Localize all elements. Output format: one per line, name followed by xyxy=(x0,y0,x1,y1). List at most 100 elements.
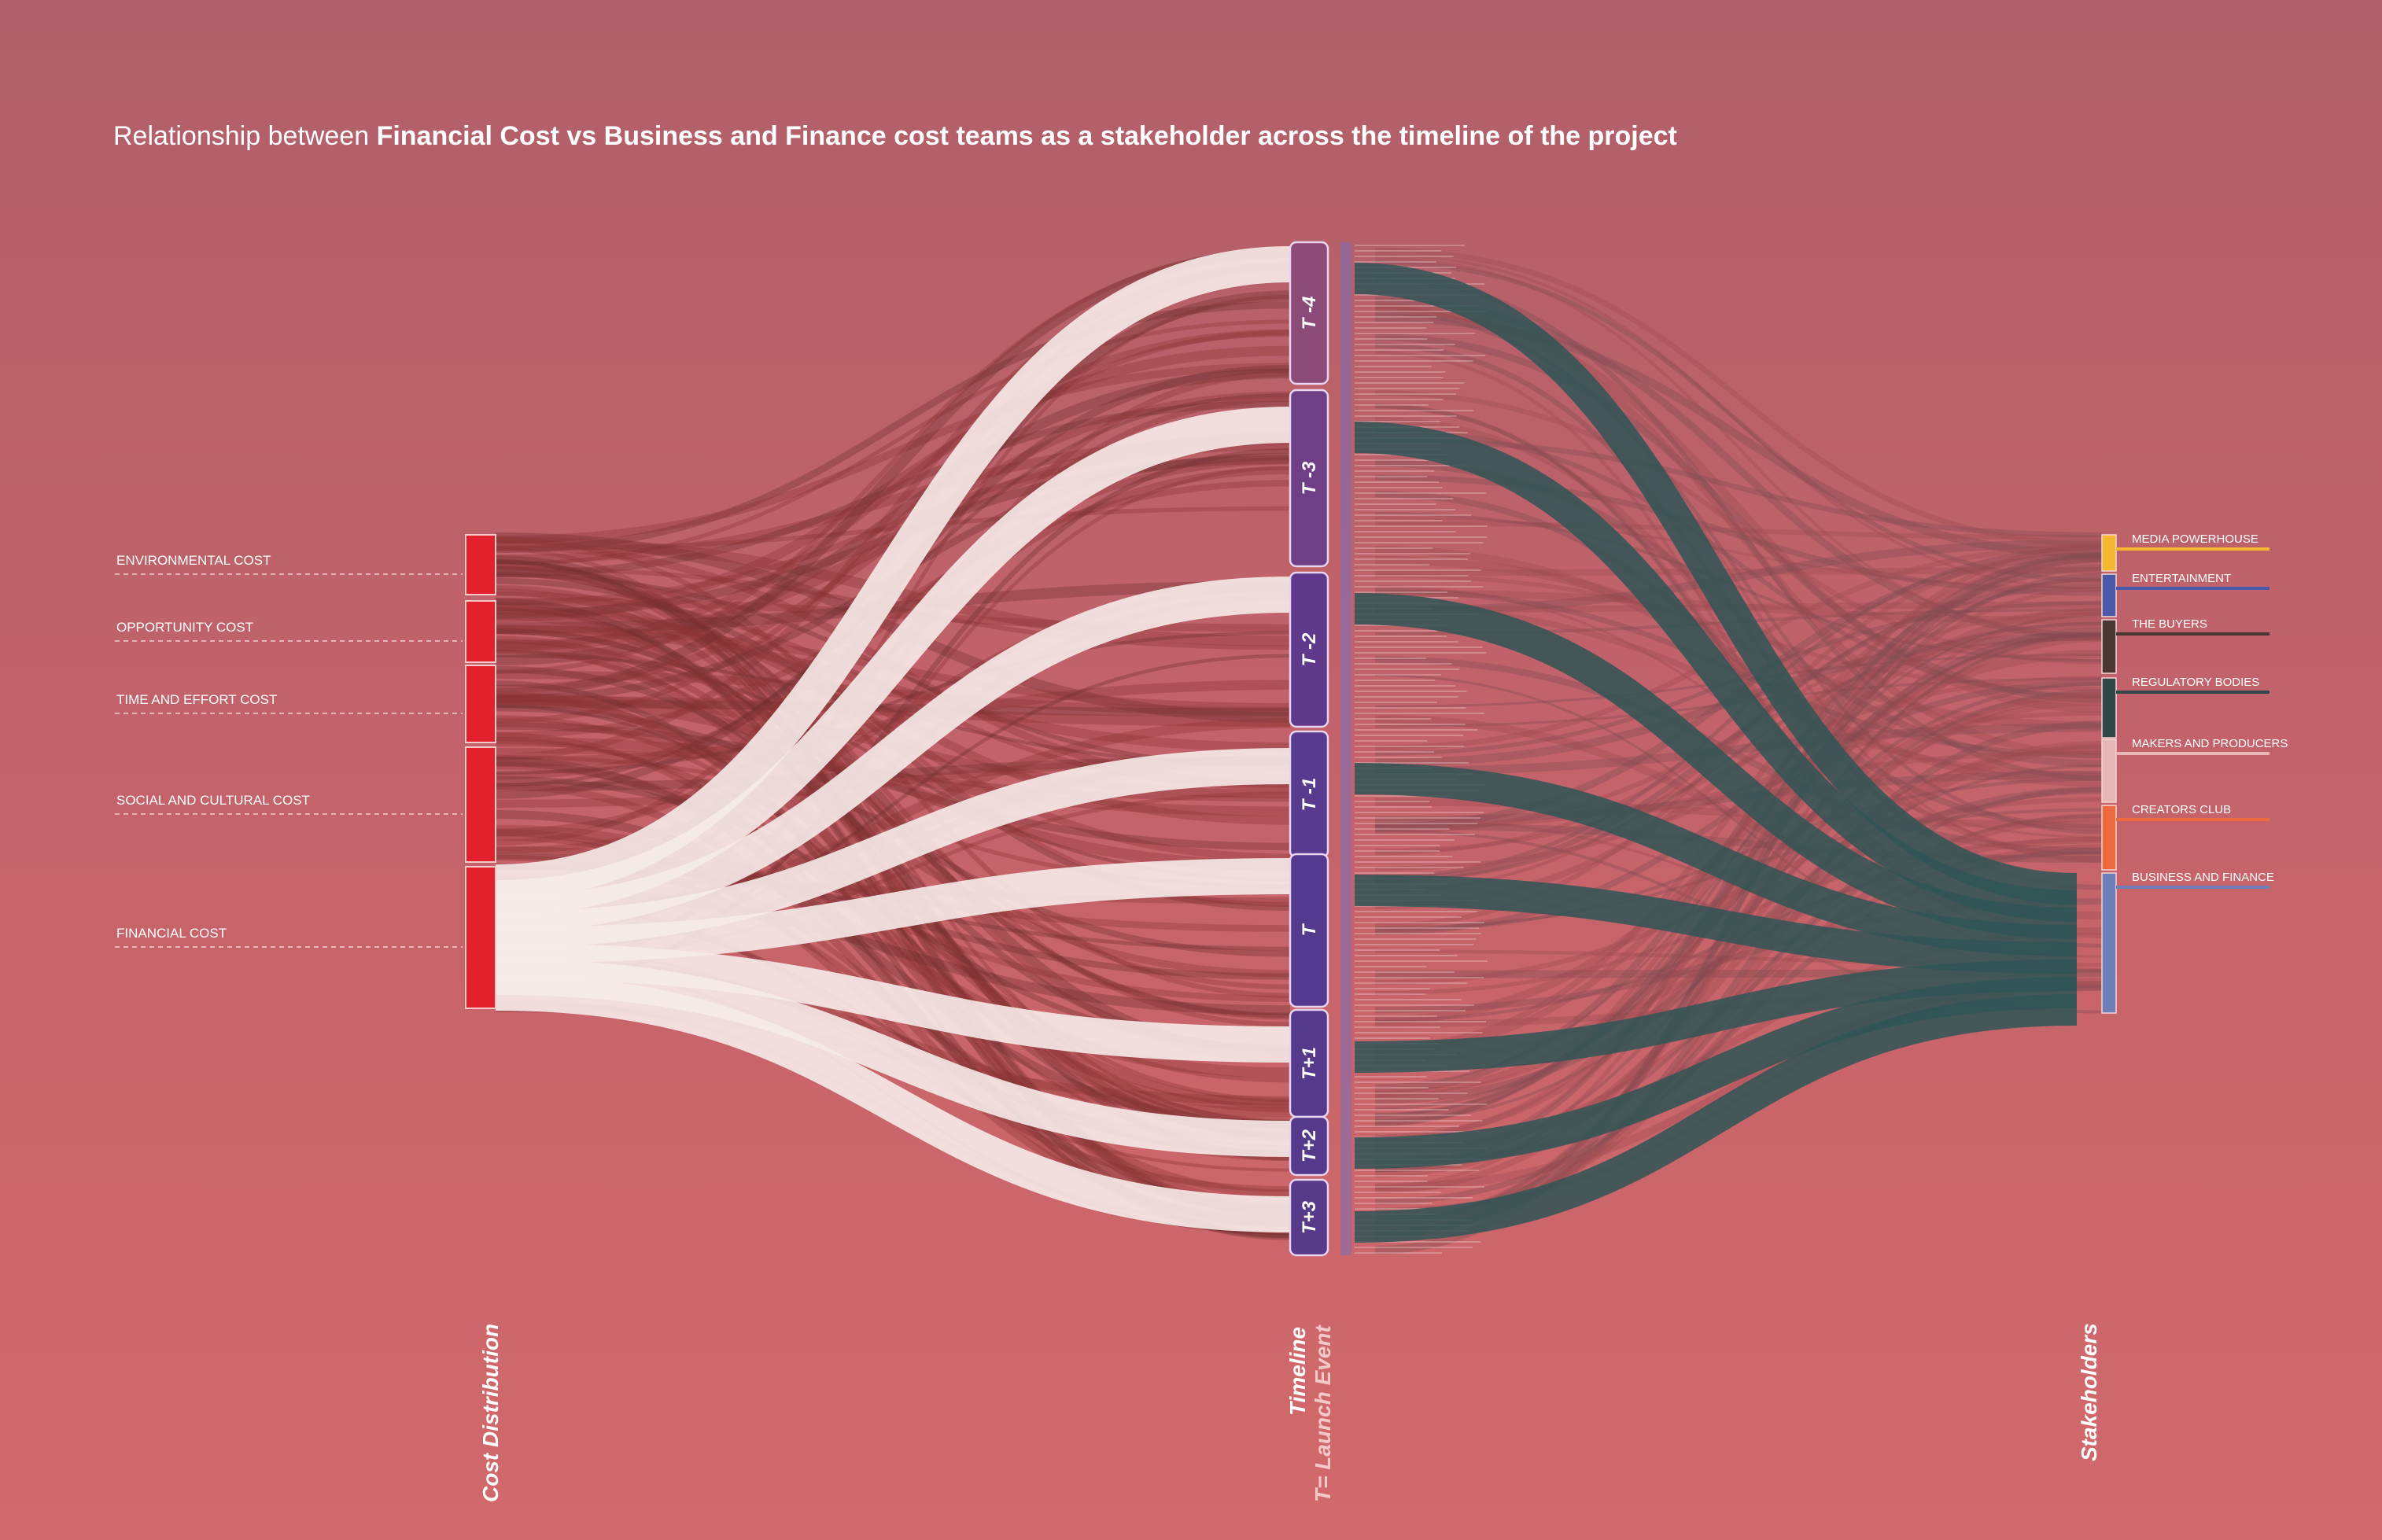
highlight-flow-t-4-business-finance xyxy=(1354,263,2078,904)
flow-cost-2-time-0 xyxy=(495,249,1291,675)
flow-cost-1-time-5 xyxy=(495,650,1291,1103)
flow-cost-2-time-0 xyxy=(495,330,1291,724)
timeline-node-tminus4 xyxy=(1289,241,1329,385)
flow-time-0-stake-2 xyxy=(1374,256,2103,639)
flow-cost-0-time-2 xyxy=(495,566,1291,650)
node-financial-cost xyxy=(465,866,496,1009)
timeline-label-tminus3: T -3 xyxy=(1299,461,1320,495)
highlight-flow-financial-t-1 xyxy=(495,943,1291,1063)
cost-nodes: ENVIRONMENTAL COST OPPORTUNITY COST TIME A… xyxy=(115,534,496,1009)
highlight-flow-financial-t-2 xyxy=(495,577,1291,932)
title-prefix: Relationship between xyxy=(113,121,377,151)
flow-time-1-stake-2 xyxy=(1374,512,2103,662)
column-label-timeline: Timeline xyxy=(1285,1326,1310,1416)
timeline-label-tminus2: T -2 xyxy=(1299,632,1320,666)
flow-time-4-stake-1 xyxy=(1374,583,2103,882)
flow-cost-0-time-7 xyxy=(495,559,1291,1218)
column-label-cost-distribution: Cost Distribution xyxy=(478,1323,503,1502)
label-time-and-effort-cost: TIME AND EFFORT COST xyxy=(116,692,277,707)
node-social-and-cultural-cost xyxy=(465,746,496,863)
flow-cost-0-time-5 xyxy=(495,571,1291,1027)
highlight-flow-financial-t-3 xyxy=(495,974,1291,1232)
flow-time-2-stake-5 xyxy=(1374,656,2103,855)
stakeholder-label-creators-club: CREATORS CLUB xyxy=(2132,803,2231,816)
business-finance-flows xyxy=(1354,263,2078,1243)
flow-cost-3-time-2 xyxy=(495,680,1291,767)
flow-cost-1-time-5 xyxy=(495,628,1291,1020)
flow-time-4-stake-4 xyxy=(1374,797,2103,986)
node-time-and-effort-cost xyxy=(465,665,496,743)
flow-time-2-stake-0 xyxy=(1374,539,2103,615)
highlight-flow-financial-t-1 xyxy=(495,748,1291,948)
flow-time-0-stake-1 xyxy=(1374,253,2103,591)
highlight-flow-financial-t-2 xyxy=(495,959,1291,1157)
flow-time-4-stake-2 xyxy=(1374,621,2103,883)
flow-cost-1-time-3 xyxy=(495,606,1291,825)
highlight-flow-t-1-business-finance xyxy=(1354,763,2078,956)
flow-cost-2-time-4 xyxy=(495,694,1291,871)
flow-cost-1-time-0 xyxy=(495,329,1291,651)
stakeholder-label-makers-and-producers: MAKERS AND PRODUCERS xyxy=(2132,737,2288,750)
flow-cost-1-time-2 xyxy=(495,580,1291,634)
stakeholder-node-creators-club xyxy=(2101,805,2117,871)
flow-time-5-stake-4 xyxy=(1374,786,2103,1104)
flow-cost-0-time-1 xyxy=(495,506,1291,551)
timeline-node-tplus2 xyxy=(1289,1115,1329,1177)
column-label-stakeholders: Stakeholders xyxy=(2077,1323,2101,1461)
highlight-flow-t-1-business-finance xyxy=(1354,960,2078,1073)
highlight-flow-t-2-business-finance xyxy=(1354,593,2078,939)
flow-cost-2-time-1 xyxy=(495,480,1291,739)
timeline-label-t: T xyxy=(1299,923,1320,936)
timeline-node-tminus2 xyxy=(1289,571,1329,728)
flow-cost-2-time-2 xyxy=(495,699,1291,717)
highlight-flow-financial-t-3 xyxy=(495,407,1291,916)
highlight-flow-financial-t-4 xyxy=(495,246,1291,901)
flow-time-3-stake-3 xyxy=(1374,723,2103,776)
flow-cost-1-time-6 xyxy=(495,607,1291,1129)
flow-time-4-stake-3 xyxy=(1374,680,2103,935)
node-opportunity-cost xyxy=(465,600,496,663)
highlight-flow-t-3-business-finance xyxy=(1354,994,2078,1243)
flow-time-2-stake-0 xyxy=(1374,567,2103,577)
timeline-node-tminus3 xyxy=(1289,389,1329,568)
label-financial-cost: FINANCIAL COST xyxy=(116,926,227,941)
flow-cost-1-time-6 xyxy=(495,636,1291,1126)
flow-cost-2-time-2 xyxy=(495,670,1291,716)
flow-cost-0-time-0 xyxy=(495,363,1291,543)
node-environmental-cost xyxy=(465,534,496,595)
highlight-flow-t-business-finance xyxy=(1354,875,2078,974)
flow-time-5-stake-2 xyxy=(1374,649,2103,1025)
stakeholder-label-the-buyers: THE BUYERS xyxy=(2132,617,2207,631)
flow-cost-1-time-6 xyxy=(495,610,1291,1139)
flow-cost-0-time-7 xyxy=(495,558,1291,1216)
flow-time-5-stake-3 xyxy=(1374,681,2103,1111)
title-emphasis: Financial Cost vs Business and Finance c… xyxy=(376,121,1677,151)
flow-time-6-stake-2 xyxy=(1374,631,2103,1144)
flow-time-1-stake-0 xyxy=(1374,521,2103,540)
flow-time-2-stake-4 xyxy=(1374,588,2103,758)
flow-cost-2-time-3 xyxy=(495,722,1291,851)
stakeholder-node-media-powerhouse xyxy=(2101,534,2117,572)
flow-cost-0-time-2 xyxy=(495,532,1291,723)
flow-cost-2-time-0 xyxy=(495,248,1291,698)
flow-time-5-stake-3 xyxy=(1374,691,2103,1098)
item-index-strip xyxy=(1340,242,1351,1255)
flow-time-1-stake-4 xyxy=(1374,545,2103,787)
stakeholder-node-makers-and-producers xyxy=(2101,739,2117,803)
stakeholder-label-entertainment: ENTERTAINMENT xyxy=(2132,572,2231,585)
flow-cost-1-time-0 xyxy=(495,345,1291,623)
flow-time-4-stake-1 xyxy=(1374,579,2103,893)
column-label-timeline-sub: T= Launch Event xyxy=(1311,1325,1335,1502)
financial-cost-flows xyxy=(495,246,1291,1232)
flow-cost-2-time-7 xyxy=(495,691,1291,1198)
flow-time-0-stake-3 xyxy=(1374,333,2103,703)
flow-cost-3-time-1 xyxy=(495,457,1291,780)
timeline-label-tplus1: T+1 xyxy=(1299,1047,1320,1080)
chart-title: Relationship between Financial Cost vs B… xyxy=(113,121,1677,152)
stakeholder-label-business-and-finance: BUSINESS AND FINANCE xyxy=(2132,871,2274,884)
highlight-flow-t-3-business-finance xyxy=(1354,422,2078,922)
flow-time-6-stake-0 xyxy=(1374,543,2103,1127)
flow-cost-1-time-0 xyxy=(495,368,1291,665)
flow-cost-1-time-5 xyxy=(495,628,1291,1019)
